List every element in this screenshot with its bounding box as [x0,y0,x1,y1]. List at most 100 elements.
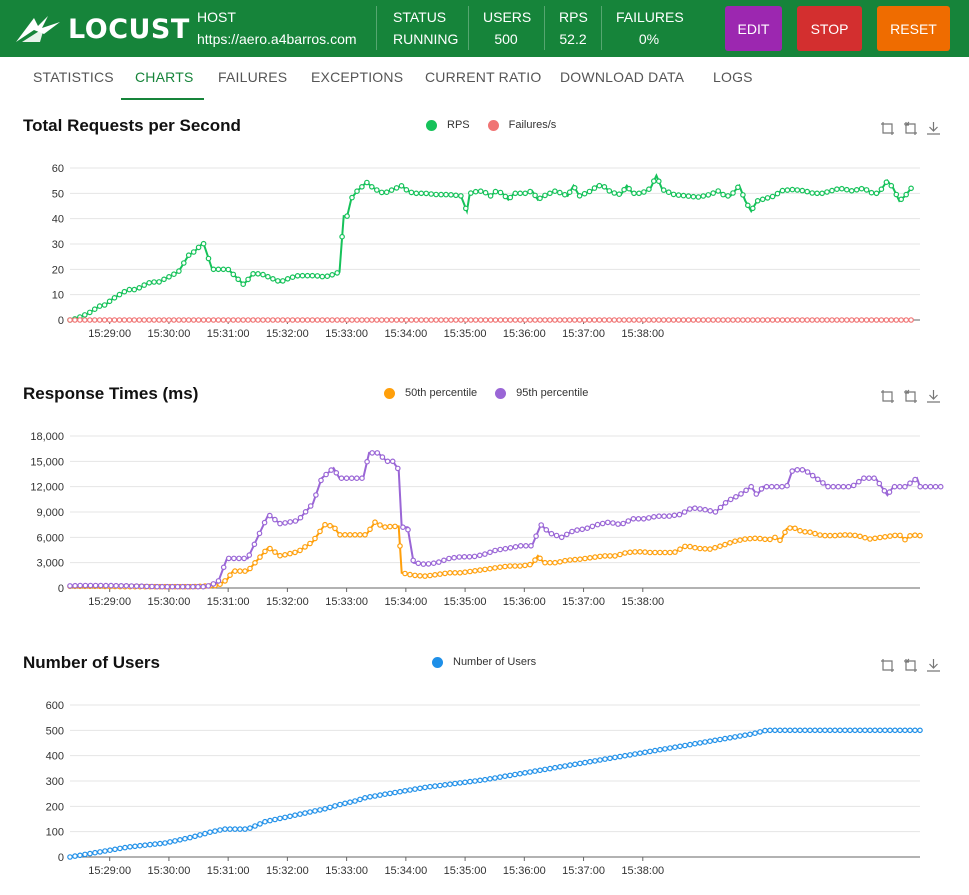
legend-swatch [432,656,443,668]
legend-item[interactable]: 95th percentile [495,387,588,399]
legend-label: 50th percentile [405,387,478,399]
data-point [362,532,368,538]
zoom-icon[interactable] [880,658,895,673]
data-point [881,488,888,494]
data-point [641,317,647,323]
data-point [912,532,918,539]
tab-exceptions[interactable]: EXCEPTIONS [311,69,404,85]
data-point [72,317,78,323]
data-point [272,516,278,523]
data-point [348,475,355,482]
data-point [192,833,198,840]
data-point [797,727,803,734]
data-point [408,189,415,196]
data-point [602,756,608,762]
x-tick-label: 15:31:00 [207,328,250,340]
data-point [853,317,860,323]
data-point [725,193,731,199]
data-point [917,532,923,539]
tab-logs[interactable]: LOGS [713,69,753,85]
tab-current-ratio[interactable]: CURRENT RATIO [425,69,542,85]
data-point [727,496,734,503]
tab-statistics[interactable]: STATISTICS [33,69,114,85]
data-point [707,546,713,552]
legend-item[interactable]: Number of Users [432,656,536,668]
data-point [774,317,781,323]
data-point [727,540,733,546]
download-icon[interactable] [926,389,941,404]
data-point [317,807,323,813]
chart-legend-users[interactable]: Number of Users [432,656,554,668]
data-point [888,182,895,189]
zoom-reset-icon[interactable] [903,121,918,136]
data-point [547,190,553,197]
data-point [592,758,598,764]
data-point [217,827,223,833]
data-point [937,483,944,490]
x-tick-label: 15:30:00 [148,596,191,608]
zoom-icon[interactable] [880,121,895,136]
zoom-reset-icon[interactable] [903,658,918,673]
x-tick-label: 15:38:00 [621,328,664,340]
data-point [705,192,712,198]
data-point [572,556,578,563]
data-point [767,536,773,543]
data-point [779,317,786,323]
data-point [789,468,796,474]
data-point [631,190,637,197]
data-point [250,317,256,323]
data-point [144,583,150,590]
data-point [492,547,498,554]
data-point [809,190,816,196]
data-point [635,516,642,522]
data-point [448,191,454,198]
data-point [584,525,591,532]
tab-charts[interactable]: CHARTS [135,69,194,85]
data-point [302,544,308,550]
data-point [195,583,201,590]
data-point [912,727,918,734]
data-point [255,317,261,323]
data-point [154,583,160,590]
data-point [307,503,314,509]
data-point [682,543,688,550]
data-point [156,279,162,285]
stop-button[interactable]: STOP [797,6,862,51]
chart-legend-rps[interactable]: RPS Failures/s [426,119,574,131]
data-point [845,483,852,490]
data-point [225,317,232,323]
reset-button[interactable]: RESET [877,6,950,51]
data-point [502,773,508,780]
data-point [467,317,474,323]
data-point [132,843,138,850]
data-point [702,546,708,552]
chart-legend-response-times[interactable]: 50th percentile 95th percentile [384,387,606,399]
data-point [611,190,618,196]
data-point [378,189,385,196]
data-point [171,271,177,278]
failures-label: FAILURES [616,9,684,25]
data-point [324,273,331,280]
data-point [814,190,820,197]
data-point [111,317,118,323]
data-point [462,569,468,576]
legend-item[interactable]: 50th percentile [384,387,477,399]
tab-download-data[interactable]: DOWNLOAD DATA [560,69,685,85]
edit-button[interactable]: EDIT [725,6,782,51]
zoom-icon[interactable] [880,389,895,404]
data-point [462,317,469,323]
y-tick-label: 12,000 [30,482,64,494]
download-icon[interactable] [926,121,941,136]
data-point [195,244,202,251]
legend-item[interactable]: RPS [426,119,470,131]
legend-item[interactable]: Failures/s [487,119,556,131]
tab-failures[interactable]: FAILURES [218,69,288,85]
data-point [562,557,568,564]
data-point [383,189,390,196]
data-point [558,534,565,541]
download-icon[interactable] [926,658,941,673]
zoom-reset-icon[interactable] [903,389,918,404]
chart-title-response-times: Response Times (ms) [23,384,199,403]
data-point [662,549,668,556]
data-point [532,768,538,774]
